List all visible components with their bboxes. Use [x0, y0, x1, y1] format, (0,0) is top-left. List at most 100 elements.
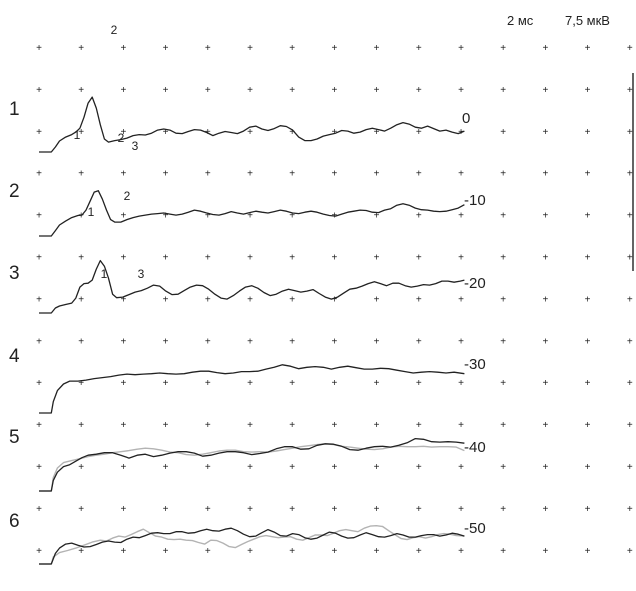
grid-marker: + [542, 504, 548, 515]
grid-marker: + [163, 378, 169, 389]
grid-marker: + [374, 336, 380, 347]
grid-marker: + [585, 294, 591, 305]
grid-marker: + [78, 43, 84, 54]
grid-marker: + [36, 462, 42, 473]
grid-marker: + [36, 127, 42, 138]
grid-marker: + [289, 504, 295, 515]
grid-marker: + [542, 294, 548, 305]
level-label: -30 [464, 356, 486, 373]
grid-marker: + [416, 127, 422, 138]
peak-label: 2 [111, 23, 118, 37]
grid-marker: + [78, 546, 84, 557]
grid-marker: + [36, 336, 42, 347]
grid-marker: + [585, 546, 591, 557]
grid-marker: + [500, 336, 506, 347]
grid-marker: + [374, 504, 380, 515]
grid-marker: + [542, 169, 548, 180]
grid-markers: + + + + + + + + + + + + + + + + + + + + + + + + + + + + + + + + + + + + + + + +… [36, 43, 633, 557]
grid-marker: + [416, 420, 422, 431]
grid-marker: + [627, 169, 633, 180]
trace-label: 6 [9, 511, 20, 532]
grid-marker: + [542, 127, 548, 138]
grid-marker: + [416, 169, 422, 180]
grid-marker: + [416, 294, 422, 305]
peak-label: 2 [118, 131, 125, 145]
grid-marker: + [36, 420, 42, 431]
trace-6-line-dark [39, 527, 465, 565]
grid-marker: + [374, 378, 380, 389]
grid-marker: + [36, 211, 42, 222]
grid-marker: + [627, 336, 633, 347]
grid-marker: + [585, 378, 591, 389]
grid-marker: + [458, 462, 464, 473]
grid-marker: + [331, 169, 337, 180]
grid-marker: + [163, 211, 169, 222]
level-label: 0 [462, 110, 470, 127]
peak-label: 3 [132, 139, 139, 153]
grid-marker: + [458, 43, 464, 54]
grid-marker: + [247, 336, 253, 347]
grid-marker: + [374, 127, 380, 138]
trace-5-line-dark [39, 437, 465, 492]
grid-marker: + [120, 336, 126, 347]
peak-label: 2 [124, 189, 131, 203]
trace-1-line-dark [39, 96, 465, 153]
grid-marker: + [205, 211, 211, 222]
grid-marker: + [627, 546, 633, 557]
grid-marker: + [78, 462, 84, 473]
grid-marker: + [36, 294, 42, 305]
grid-marker: + [120, 378, 126, 389]
grid-marker: + [374, 253, 380, 264]
grid-marker: + [247, 43, 253, 54]
trace-6-line-grey [39, 525, 465, 565]
grid-marker: + [163, 546, 169, 557]
grid-marker: + [458, 169, 464, 180]
grid-marker: + [458, 420, 464, 431]
grid-marker: + [627, 504, 633, 515]
grid-marker: + [247, 546, 253, 557]
grid-marker: + [78, 420, 84, 431]
grid-marker: + [120, 169, 126, 180]
grid-marker: + [36, 43, 42, 54]
grid-marker: + [585, 420, 591, 431]
grid-marker: + [289, 169, 295, 180]
grid-marker: + [289, 253, 295, 264]
grid-marker: + [120, 420, 126, 431]
grid-marker: + [247, 253, 253, 264]
grid-marker: + [627, 211, 633, 222]
level-label: -50 [464, 520, 486, 537]
grid-marker: + [416, 336, 422, 347]
level-labels: 0 -10 -20 -30 -40 -50 [462, 110, 486, 537]
grid-marker: + [78, 127, 84, 138]
grid-marker: + [247, 169, 253, 180]
grid-marker: + [585, 462, 591, 473]
peak-label: 1 [88, 205, 95, 219]
grid-marker: + [542, 43, 548, 54]
grid-marker: + [627, 85, 633, 96]
grid-marker: + [542, 211, 548, 222]
trace-label: 4 [9, 346, 20, 367]
grid-marker: + [78, 378, 84, 389]
grid-marker: + [500, 546, 506, 557]
grid-marker: + [500, 169, 506, 180]
grid-marker: + [585, 253, 591, 264]
trace-1: 1 1 2 [9, 23, 465, 153]
grid-marker: + [120, 546, 126, 557]
grid-marker: + [416, 462, 422, 473]
grid-marker: + [331, 85, 337, 96]
level-label: -40 [464, 439, 486, 456]
grid-marker: + [627, 253, 633, 264]
trace-2-line-dark [39, 190, 465, 237]
grid-marker: + [500, 294, 506, 305]
grid-marker: + [374, 294, 380, 305]
grid-marker: + [78, 253, 84, 264]
grid-marker: + [331, 253, 337, 264]
grid-marker: + [247, 294, 253, 305]
amplitude-scale-label: 7,5 мкВ [565, 13, 610, 28]
grid-marker: + [163, 127, 169, 138]
grid-marker: + [331, 420, 337, 431]
time-scale-label: 2 мс [507, 13, 534, 28]
grid-marker: + [289, 127, 295, 138]
grid-marker: + [120, 211, 126, 222]
grid-marker: + [205, 462, 211, 473]
